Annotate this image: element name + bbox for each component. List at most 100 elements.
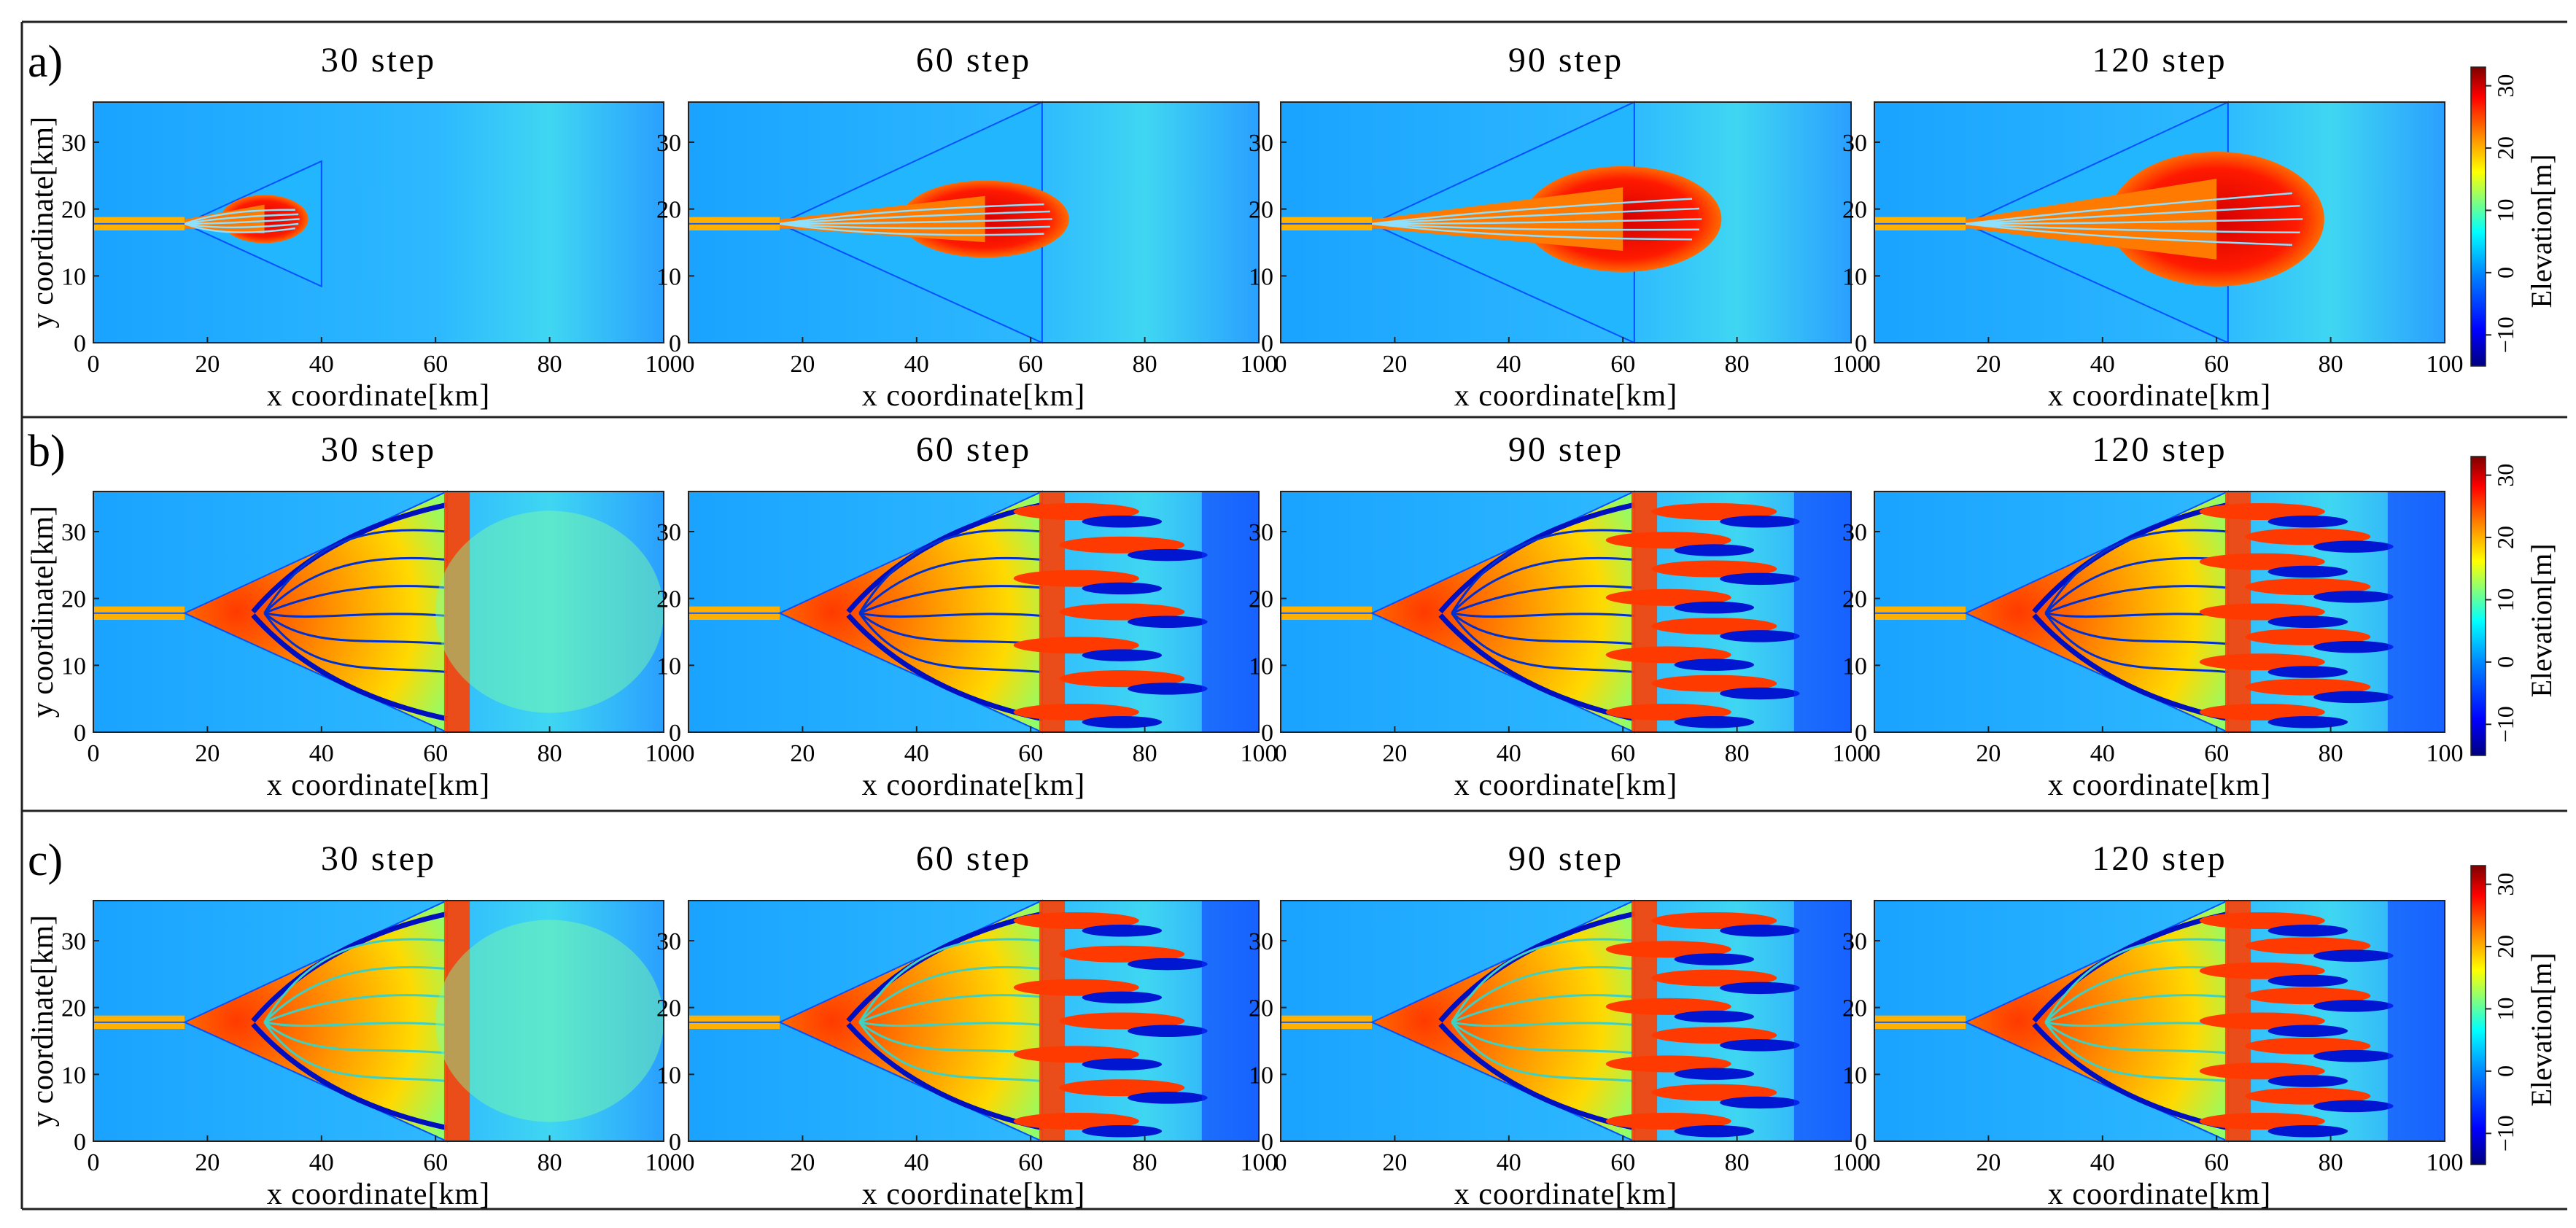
x-tick-label: 20 (195, 351, 220, 378)
distributary-channel (264, 1021, 447, 1027)
x-tick-label: 40 (2090, 351, 2115, 378)
distributary-channel (263, 938, 447, 1023)
axes-box (688, 491, 1260, 733)
x-tick-label: 0 (683, 351, 695, 378)
distributary-channel (780, 210, 1050, 225)
axes-box (1280, 491, 1852, 733)
offshore-lobe (2199, 1062, 2325, 1080)
offshore-channel (2313, 640, 2394, 653)
offshore-lobe (2245, 1037, 2371, 1054)
x-tick-label: 80 (538, 740, 562, 767)
offshore-channel (2267, 716, 2348, 728)
y-tick-label: 10 (656, 653, 681, 680)
x-tick-label: 20 (790, 1149, 815, 1176)
offshore-channel (1674, 601, 1755, 614)
distributary-channel (858, 529, 1042, 614)
offshore-lobe (2245, 628, 2371, 645)
subplot-title: 60 step (916, 839, 1031, 878)
offshore-lobe (1651, 1084, 1777, 1101)
distributary-channel (1451, 612, 1634, 645)
distributary-channel (780, 222, 1050, 230)
distributary-channel (1372, 218, 1702, 225)
distributary-channel (779, 222, 1044, 236)
x-tick-label: 40 (309, 740, 334, 767)
offshore-channel (1720, 925, 1800, 937)
offshore-lobe (1059, 1079, 1185, 1097)
distributary-channel (264, 994, 447, 1024)
y-tick-label: 20 (61, 586, 86, 613)
x-tick-label: 0 (683, 740, 695, 767)
offshore-lobe (1651, 912, 1777, 930)
y-tick-label: 20 (1249, 995, 1273, 1022)
x-tick-label: 100 (1241, 740, 1278, 767)
shore-strip (1631, 901, 1658, 1141)
offshore-channel (1674, 1125, 1755, 1138)
colorbar-label: Elevation[m] (2525, 154, 2558, 308)
distributary-channel (2044, 965, 2228, 1023)
offshore-plume (435, 510, 664, 713)
offshore-channel (2267, 925, 2348, 937)
offshore-channel (1720, 687, 1800, 700)
x-tick-label: 80 (538, 351, 562, 378)
distributary-channel (859, 994, 1042, 1024)
offshore-channel (1720, 1096, 1800, 1109)
distributary-channel (858, 965, 1042, 1023)
offshore-channel (2267, 1125, 2348, 1138)
distributary-channel (779, 203, 1044, 225)
subplot-title: 120 step (2092, 41, 2227, 79)
offshore-lobe (2199, 653, 2325, 671)
x-tick-label: 20 (1976, 351, 2001, 378)
offshore-channel (1720, 572, 1800, 586)
distributary-channel (184, 209, 295, 225)
deep-water (2387, 901, 2445, 1141)
offshore-lobe (2199, 912, 2325, 930)
distributary-channel (858, 1021, 1042, 1082)
offshore-channel (2313, 691, 2394, 704)
x-tick-label: 20 (1976, 1149, 2001, 1176)
x-axis-label: x coordinate[km] (862, 379, 1085, 413)
colorbar-label: Elevation[m] (2525, 543, 2558, 697)
outer-channel (846, 1022, 1043, 1131)
y-tick-label: 20 (1842, 995, 1867, 1022)
offshore-lobe (1013, 703, 1139, 721)
y-tick-label: 20 (656, 197, 681, 224)
x-tick-label: 60 (1018, 740, 1043, 767)
offshore-lobe (1013, 1046, 1139, 1063)
distributary-channel (2045, 585, 2228, 615)
offshore-lobe (1059, 603, 1185, 621)
x-tick-label: 0 (1275, 351, 1287, 378)
distributary-channel (2045, 994, 2228, 1024)
distributary-channel (1451, 1021, 1634, 1082)
y-tick-label: 30 (61, 928, 86, 955)
deep-water (1201, 491, 1259, 732)
x-tick-label: 0 (88, 351, 100, 378)
y-tick-label: 30 (1249, 519, 1273, 546)
offshore-lobe (1605, 1112, 1731, 1130)
y-tick-label: 30 (61, 130, 86, 157)
axes-box (688, 900, 1260, 1142)
offshore-channel (2267, 615, 2348, 628)
x-tick-label: 60 (2204, 351, 2229, 378)
x-tick-label: 80 (1133, 740, 1157, 767)
distributary-channel (264, 612, 447, 618)
subplot-title: 30 step (321, 430, 436, 469)
heatmap-plot (688, 101, 1260, 344)
x-tick-label: 100 (1833, 740, 1870, 767)
offshore-lobe (1651, 969, 1777, 987)
x-tick-label: 80 (1725, 740, 1750, 767)
offshore-lobe (1651, 560, 1777, 578)
heatmap-plot (1280, 490, 1852, 734)
y-tick-label: 20 (61, 995, 86, 1022)
offshore-channel (1082, 516, 1163, 528)
y-axis-label: y coordinate[km] (26, 117, 60, 328)
y-tick-label: 10 (61, 653, 86, 680)
heatmap-plot (93, 899, 664, 1143)
offshore-channel (1128, 548, 1208, 561)
offshore-lobe (2199, 553, 2325, 570)
x-tick-label: 60 (2204, 740, 2229, 767)
y-tick-label: 30 (1842, 519, 1867, 546)
distributary-channel (1451, 556, 1634, 614)
x-axis-label: x coordinate[km] (1454, 769, 1677, 802)
colorbar-tick-label: 0 (2492, 1065, 2518, 1077)
distributary-channel (1451, 612, 1634, 673)
